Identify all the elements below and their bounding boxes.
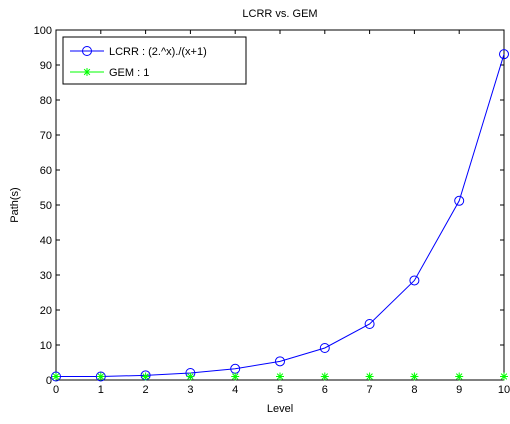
y-tick-label: 10 xyxy=(40,340,52,352)
y-tick-label: 90 xyxy=(40,60,52,72)
data-point-lcrr xyxy=(364,319,375,329)
data-point-lcrr xyxy=(409,275,420,286)
data-point-gem xyxy=(141,372,150,381)
series-layer xyxy=(51,49,509,382)
x-axis-label: Level xyxy=(267,403,293,415)
data-point-gem xyxy=(96,372,105,381)
data-point-gem xyxy=(276,372,284,381)
data-point-gem xyxy=(500,372,508,381)
legend-label-gem: GEM : 1 xyxy=(109,67,149,79)
chart-title: LCRR vs. GEM xyxy=(242,8,317,20)
data-point-lcrr xyxy=(95,371,106,382)
x-tick-label: 0 xyxy=(53,384,59,396)
legend-box xyxy=(62,36,247,85)
y-tick-label: 20 xyxy=(40,305,52,317)
data-point-lcrr xyxy=(319,342,330,353)
x-tick-label: 4 xyxy=(232,384,238,396)
legend: LCRR : (2.^x)./(x+1) GEM : 1 xyxy=(62,36,247,85)
data-point-gem xyxy=(320,372,329,381)
x-tick-label: 1 xyxy=(98,384,104,396)
y-axis-label: Path(s) xyxy=(9,187,21,222)
y-tick-label: 70 xyxy=(40,130,52,142)
y-tick-label: 40 xyxy=(40,235,52,247)
x-tick-label: 8 xyxy=(411,384,417,396)
x-tick-label: 2 xyxy=(143,384,149,396)
y-tick-label: 50 xyxy=(40,200,52,212)
data-point-gem xyxy=(455,372,464,381)
data-point-lcrr xyxy=(454,195,465,206)
data-point-gem xyxy=(365,372,374,381)
data-point-gem xyxy=(52,372,60,381)
legend-entry-lcrr: LCRR : (2.^x)./(x+1) xyxy=(70,46,207,58)
legend-circle-marker-icon xyxy=(82,46,92,56)
legend-entry-gem: GEM : 1 xyxy=(70,67,149,79)
data-point-lcrr xyxy=(499,49,509,60)
legend-label-lcrr: LCRR : (2.^x)./(x+1) xyxy=(109,46,207,58)
y-tick-label: 80 xyxy=(40,95,52,107)
legend-star-marker-icon xyxy=(83,68,91,76)
data-point-gem xyxy=(231,372,240,381)
x-tick-label: 5 xyxy=(277,384,283,396)
x-tick-label: 7 xyxy=(367,384,373,396)
y-tick-label: 60 xyxy=(40,165,52,177)
data-point-lcrr xyxy=(51,371,61,382)
x-axis: 0 1 2 3 4 5 6 7 8 9 10 xyxy=(53,30,510,396)
y-tick-label: 30 xyxy=(40,270,52,282)
y-tick-label: 0 xyxy=(46,375,52,387)
data-point-gem xyxy=(410,372,419,381)
y-axis: 0 10 20 30 40 50 60 70 80 90 100 xyxy=(34,25,504,387)
y-tick-label: 100 xyxy=(34,25,52,37)
x-tick-label: 10 xyxy=(498,384,510,396)
legend-star-shape xyxy=(83,68,91,76)
data-point-lcrr xyxy=(275,356,285,367)
series-line-lcrr xyxy=(56,54,505,377)
data-point-gem xyxy=(186,372,195,381)
plot-frame xyxy=(55,29,505,381)
x-tick-label: 6 xyxy=(322,384,328,396)
x-tick-label: 3 xyxy=(187,384,193,396)
x-tick-label: 9 xyxy=(456,384,462,396)
